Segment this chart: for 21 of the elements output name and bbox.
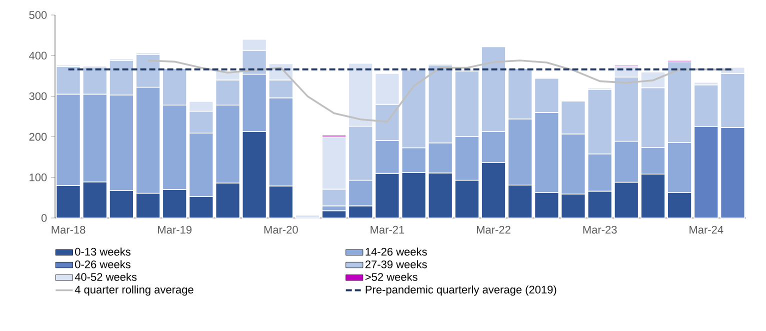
y-tick-label: 200 (29, 132, 47, 141)
x-tick-label: Mar-24 (690, 226, 724, 234)
y-tick-label: 300 (29, 92, 47, 100)
legend-label: 0-13 weeks (75, 248, 130, 256)
x-tick-label: Mar-20 (264, 226, 298, 234)
y-tick-label: 400 (29, 52, 47, 60)
y-tick-label: 0 (41, 214, 47, 222)
legend-label: >52 weeks (365, 272, 418, 281)
x-tick-label: Mar-21 (370, 226, 404, 234)
legend-label: 0-26 weeks (75, 260, 130, 268)
y-tick-label: 500 (29, 11, 47, 19)
legend-label: 4 quarter rolling average (74, 285, 194, 296)
y-tick-label: 100 (30, 174, 47, 182)
x-tick-label: Mar-22 (477, 226, 510, 234)
legend-label: 14-26 weeks (366, 248, 427, 256)
x-tick-label: Mar-19 (158, 226, 192, 234)
legend-label: 40-52 weeks (74, 272, 137, 281)
legend-label: 27-39 weeks (365, 260, 427, 268)
x-tick-label: Mar-18 (52, 226, 86, 234)
legend-label: Pre-pandemic quarterly average (2019) (366, 285, 556, 296)
x-tick-label: Mar-23 (583, 226, 617, 234)
